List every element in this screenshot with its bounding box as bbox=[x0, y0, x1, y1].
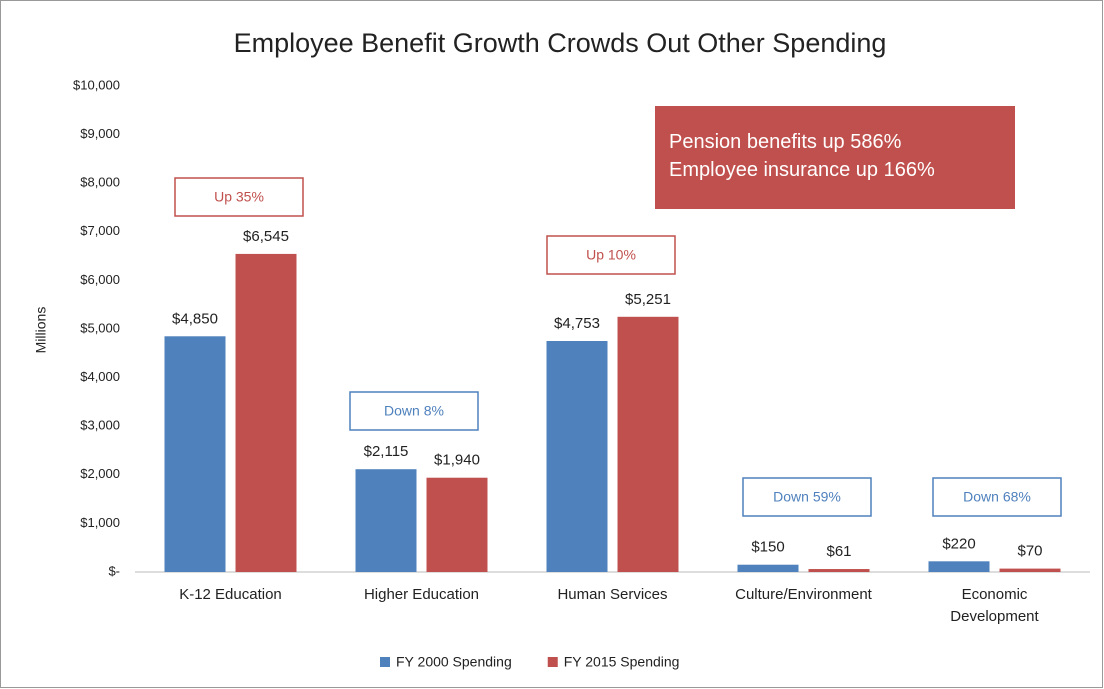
bar bbox=[235, 253, 297, 572]
data-label: $61 bbox=[826, 543, 851, 560]
legend-label: FY 2000 Spending bbox=[396, 654, 512, 670]
x-tick-label: Higher Education bbox=[363, 586, 480, 603]
legend-label: FY 2015 Spending bbox=[564, 654, 680, 670]
x-tick-label: K-12 Education bbox=[179, 586, 282, 603]
x-tick-label: Human Services bbox=[557, 586, 668, 603]
annotation-box bbox=[349, 391, 479, 431]
data-label: $70 bbox=[1017, 543, 1042, 560]
bar bbox=[355, 469, 417, 572]
x-tick-label: Culture/Environment bbox=[735, 586, 872, 603]
y-axis-label: Millions bbox=[33, 307, 49, 354]
annotation-box bbox=[932, 477, 1062, 517]
annotation: Up 35% bbox=[214, 189, 264, 205]
bar bbox=[617, 316, 679, 572]
x-tick-label: Economic Development bbox=[950, 586, 1039, 625]
bar bbox=[164, 336, 226, 572]
annotation: Down 59% bbox=[773, 489, 841, 505]
bar bbox=[426, 477, 488, 572]
data-label: $4,850 bbox=[172, 310, 218, 327]
data-label: $220 bbox=[942, 535, 975, 552]
annotation-box bbox=[742, 477, 872, 517]
data-label: $2,115 bbox=[364, 443, 409, 460]
callout-line: Employee insurance up 166% bbox=[669, 159, 935, 181]
bar bbox=[999, 568, 1061, 572]
data-label: $150 bbox=[751, 539, 784, 556]
y-tick-label: $4,000 bbox=[80, 369, 120, 384]
y-tick-label: $2,000 bbox=[80, 466, 120, 481]
callout-line: Pension benefits up 586% bbox=[669, 131, 902, 153]
y-tick-label: $7,000 bbox=[80, 223, 120, 238]
annotation: Down 68% bbox=[963, 489, 1031, 505]
bar bbox=[737, 564, 799, 572]
y-tick-label: $1,000 bbox=[80, 515, 120, 530]
data-label: $1,940 bbox=[434, 452, 480, 469]
legend-swatch bbox=[547, 657, 558, 667]
chart-title: Employee Benefit Growth Crowds Out Other… bbox=[234, 28, 887, 58]
annotation-box bbox=[546, 235, 676, 275]
bar bbox=[546, 341, 608, 572]
y-tick-label: $- bbox=[108, 563, 120, 578]
data-label: $4,753 bbox=[554, 315, 600, 332]
bar bbox=[928, 561, 990, 572]
y-tick-label: $10,000 bbox=[73, 77, 120, 92]
y-tick-label: $5,000 bbox=[80, 320, 120, 335]
legend-swatch bbox=[380, 657, 390, 667]
data-label: $5,251 bbox=[625, 291, 671, 308]
callout-box: Pension benefits up 586% Employee insuran… bbox=[655, 106, 1015, 209]
y-tick-label: $3,000 bbox=[80, 418, 120, 433]
data-label: $6,545 bbox=[243, 228, 289, 245]
y-tick-label: $6,000 bbox=[80, 272, 120, 287]
y-tick-label: $9,000 bbox=[80, 126, 120, 141]
y-tick-label: $8,000 bbox=[80, 175, 120, 190]
annotation-box bbox=[174, 177, 304, 217]
annotation: Down 8% bbox=[384, 403, 444, 419]
bar bbox=[808, 569, 870, 572]
annotation: Up 10% bbox=[586, 247, 636, 263]
